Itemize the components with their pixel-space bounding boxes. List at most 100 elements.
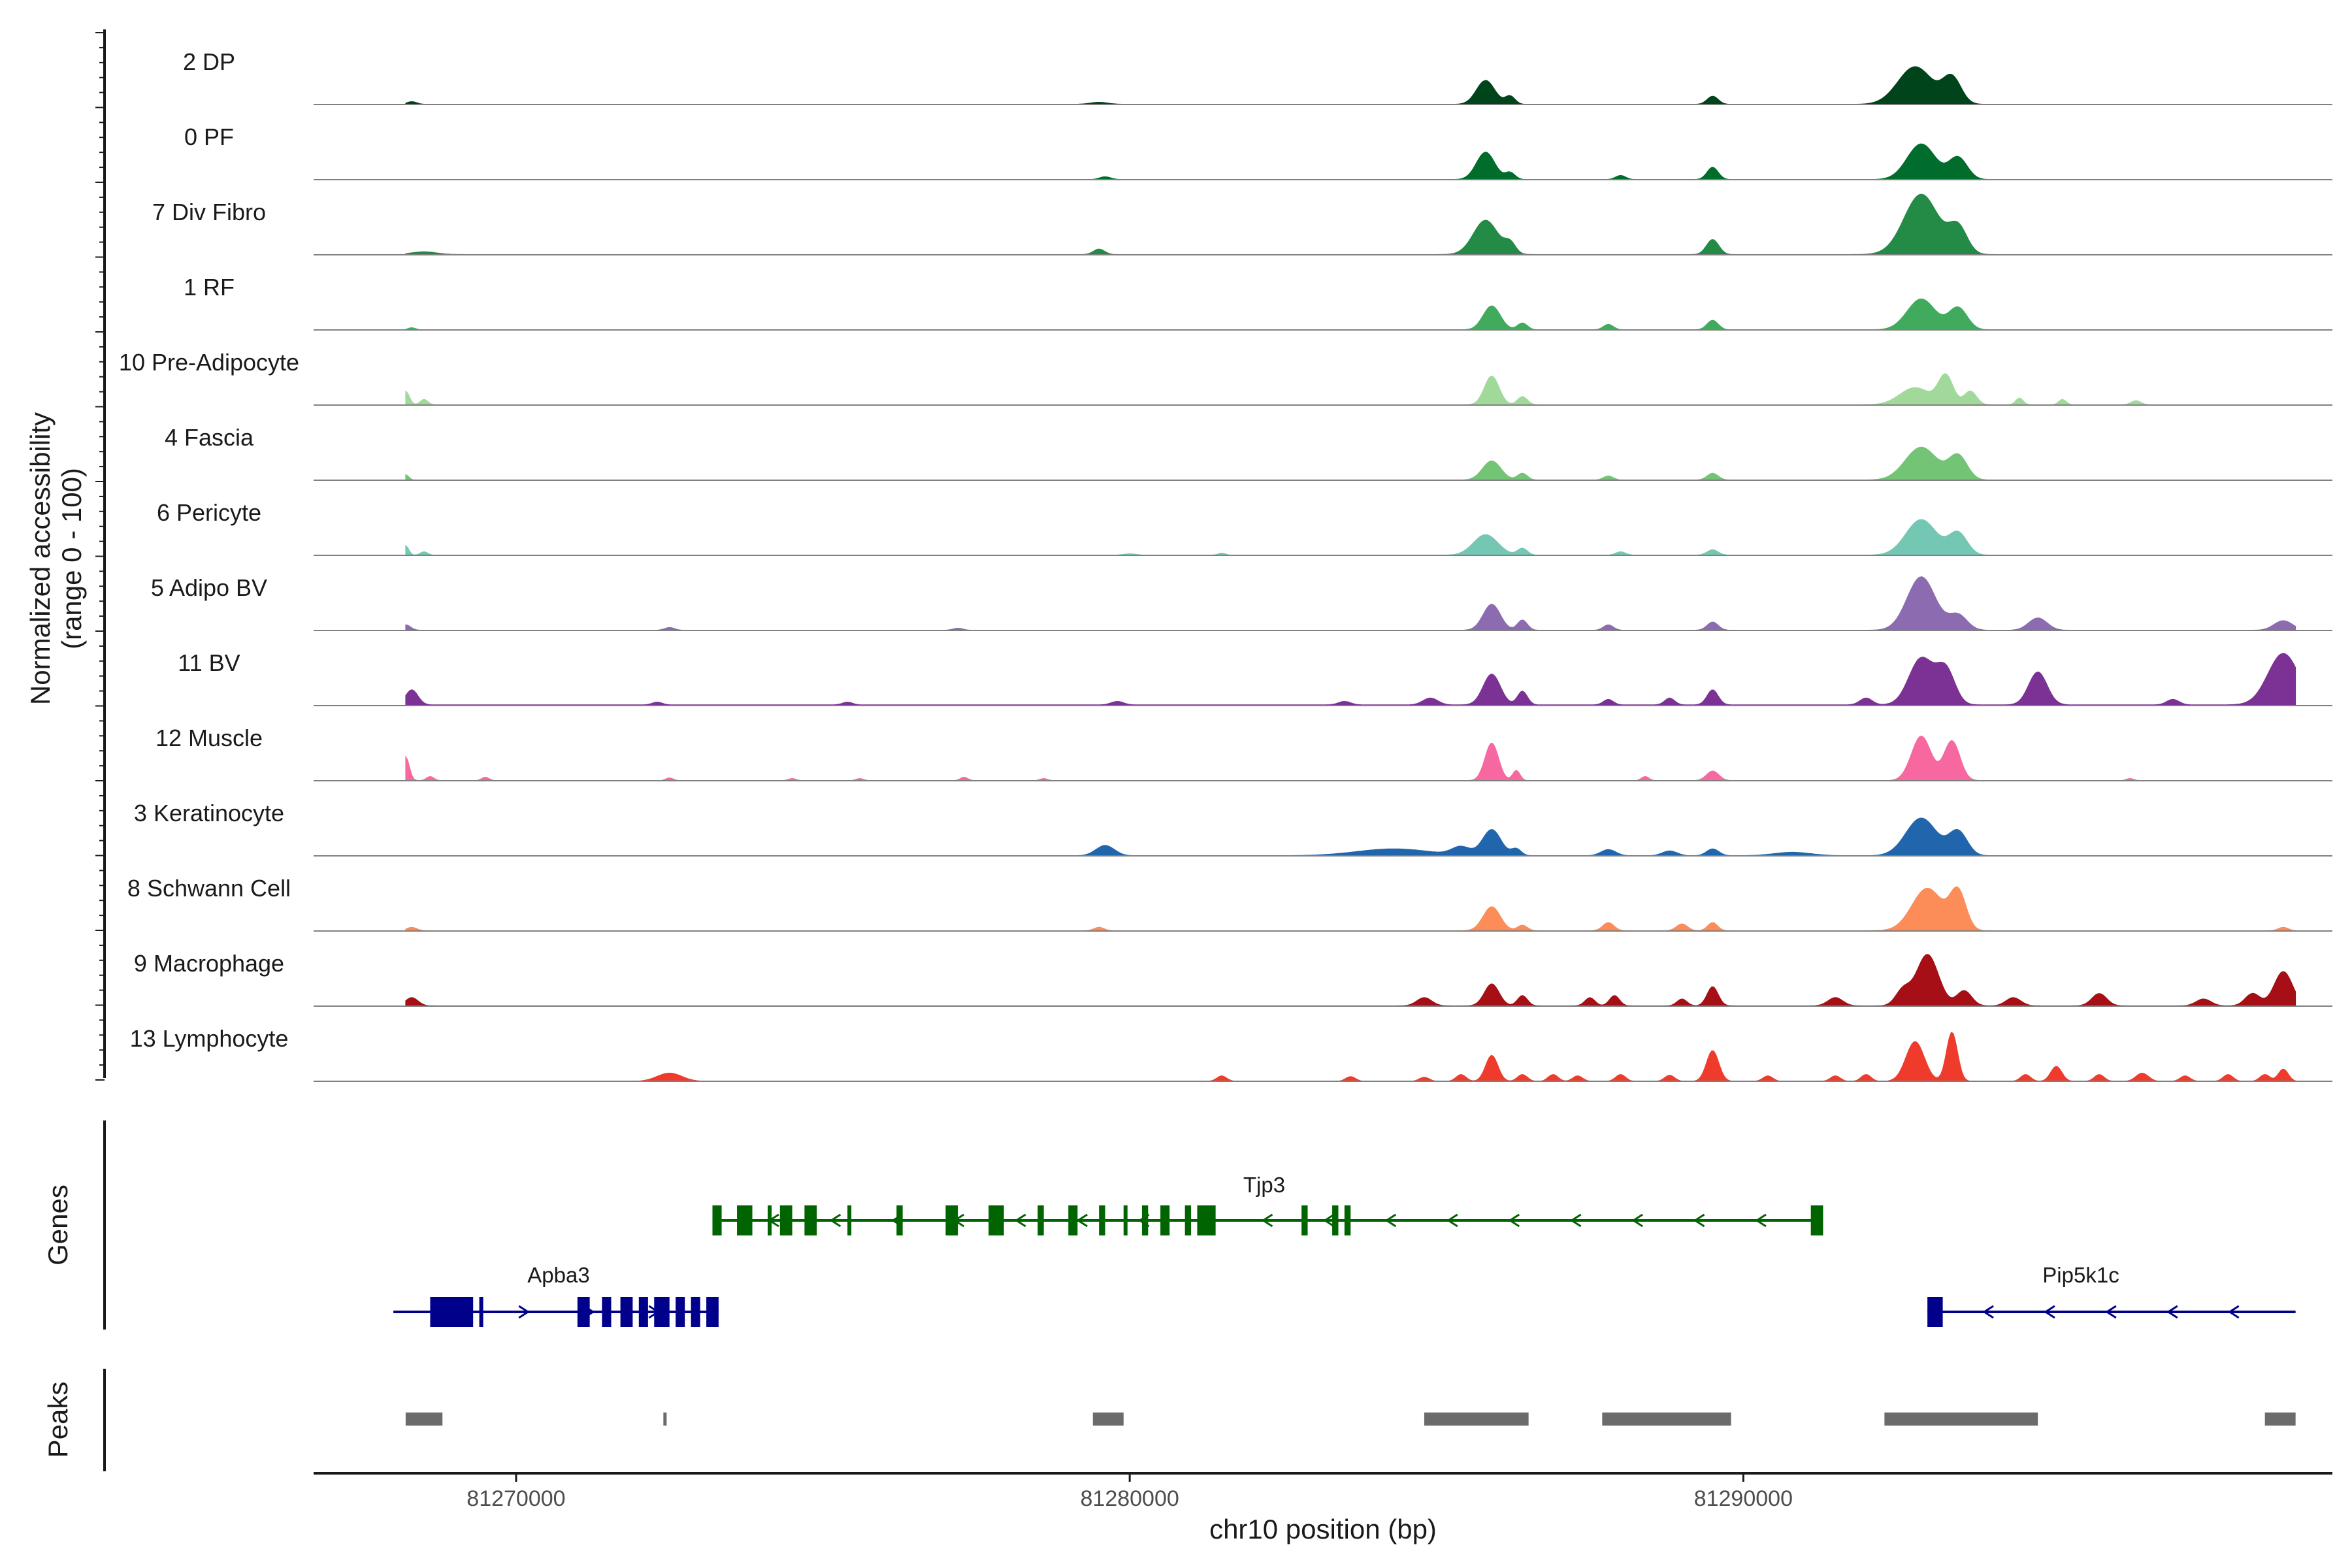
track-4-fascia: 4 Fascia [165,424,2332,481]
track-area [405,143,2296,180]
track-10-pre-adipocyte: 10 Pre-Adipocyte [119,349,2332,406]
track-area [405,653,2296,706]
gene-exon [847,1205,852,1235]
track-label: 0 PF [184,123,234,150]
track-8-schwann-cell: 8 Schwann Cell [127,875,2332,932]
genes-panel-label: Genes [42,1184,73,1266]
gene-label: Apba3 [527,1263,589,1287]
gene-exon [1068,1205,1078,1235]
strand-arrow [1261,1213,1273,1228]
gene-exon [676,1297,685,1327]
track-area [405,373,2296,406]
track-label: 13 Lymphocyte [130,1025,289,1052]
gene-exon [1301,1205,1308,1235]
gene-exon [1927,1297,1943,1327]
strand-arrow [829,1213,841,1228]
gene-exon [712,1205,722,1235]
gene-exon [1197,1205,1216,1235]
x-tick-label: 81270000 [466,1486,565,1511]
strand-arrow [2044,1305,2055,1319]
gene-exon [1037,1205,1044,1235]
track-area [405,576,2296,631]
strand-arrow [1323,1213,1335,1228]
x-axis-title: chr10 position (bp) [1209,1514,1437,1544]
peak-region [663,1413,667,1426]
peak-region [1884,1413,2038,1426]
peak-region [1602,1413,1731,1426]
genes-panel: Genes Tjp3 Apba3 Pip5k1c [42,1120,2296,1330]
track-11-bv: 11 BV [178,649,2332,706]
track-13-lymphocyte: 13 Lymphocyte [130,1025,2332,1082]
gene-exon [1344,1205,1351,1235]
strand-arrow [1384,1213,1397,1228]
track-1-rf: 1 RF [184,274,2332,331]
gene-exon [620,1297,633,1327]
x-tick-label: 81290000 [1694,1486,1793,1511]
strand-arrow [1982,1305,1994,1319]
track-label: 7 Div Fibro [152,199,266,225]
track-area [405,954,2296,1007]
gene-exon [804,1205,817,1235]
gene-exon [1099,1205,1105,1235]
gene-tjp3: Tjp3 [712,1173,1823,1235]
track-area [405,519,2296,556]
gene-exon [896,1205,903,1235]
strand-arrow [1014,1213,1026,1228]
y-axis-title-line2: (range 0 - 100) [56,468,87,649]
track-label: 11 BV [178,649,240,676]
track-area [405,1032,2296,1082]
track-area [405,886,2296,932]
gene-exon [1123,1205,1128,1235]
x-axis: chr10 position (bp) 81270000 81280000 8129… [314,1472,2332,1544]
track-label: 8 Schwann Cell [127,875,291,902]
strand-arrow [2166,1305,2178,1319]
gene-label: Tjp3 [1243,1173,1285,1197]
track-area [405,66,2296,105]
gene-exon [945,1205,958,1235]
track-label: 10 Pre-Adipocyte [119,349,299,376]
gene-exon [1160,1205,1170,1235]
strand-arrow [1076,1213,1088,1228]
track-area [405,817,2296,857]
peak-region [2264,1413,2296,1426]
gene-exon [654,1297,670,1327]
track-3-keratinocyte: 3 Keratinocyte [134,800,2332,857]
gene-exon [737,1205,753,1235]
track-7-div-fibro: 7 Div Fibro [152,193,2332,255]
gene-exon [430,1297,474,1327]
track-area [405,446,2296,481]
x-tick-label: 81280000 [1081,1486,1179,1511]
y-axis-ticks [95,32,105,1081]
peak-region [1092,1413,1124,1426]
peaks-panel-label: Peaks [42,1382,73,1458]
gene-exon [768,1205,772,1235]
gene-exon [988,1205,1004,1235]
strand-arrow [1446,1213,1458,1228]
peaks-panel: Peaks [42,1369,2296,1471]
gene-exon [638,1297,648,1327]
strand-arrow [1631,1213,1643,1228]
track-area [405,735,2296,781]
strand-arrow [1569,1213,1582,1228]
track-12-muscle: 12 Muscle [155,725,2332,781]
track-label: 9 Macrophage [134,950,284,977]
gene-exon [1810,1205,1823,1235]
strand-arrow [1508,1213,1520,1228]
gene-pip5k1c: Pip5k1c [1927,1263,2296,1327]
y-axis: Normalized accessibility (range 0 - 100) [25,29,106,1081]
gene-exon [691,1297,700,1327]
gene-exon [1141,1205,1149,1235]
track-9-macrophage: 9 Macrophage [134,950,2332,1007]
gene-exon [706,1297,719,1327]
gene-label: Pip5k1c [2042,1263,2119,1287]
track-label: 6 Pericyte [157,499,261,526]
strand-arrow [2227,1305,2240,1319]
peak-region [1424,1413,1529,1426]
track-label: 3 Keratinocyte [134,800,284,826]
track-5-adipo-bv: 5 Adipo BV [151,574,2332,631]
strand-arrow [1755,1213,1767,1228]
track-area [405,298,2296,331]
track-label: 4 Fascia [165,424,254,451]
gene-exon [479,1297,483,1327]
